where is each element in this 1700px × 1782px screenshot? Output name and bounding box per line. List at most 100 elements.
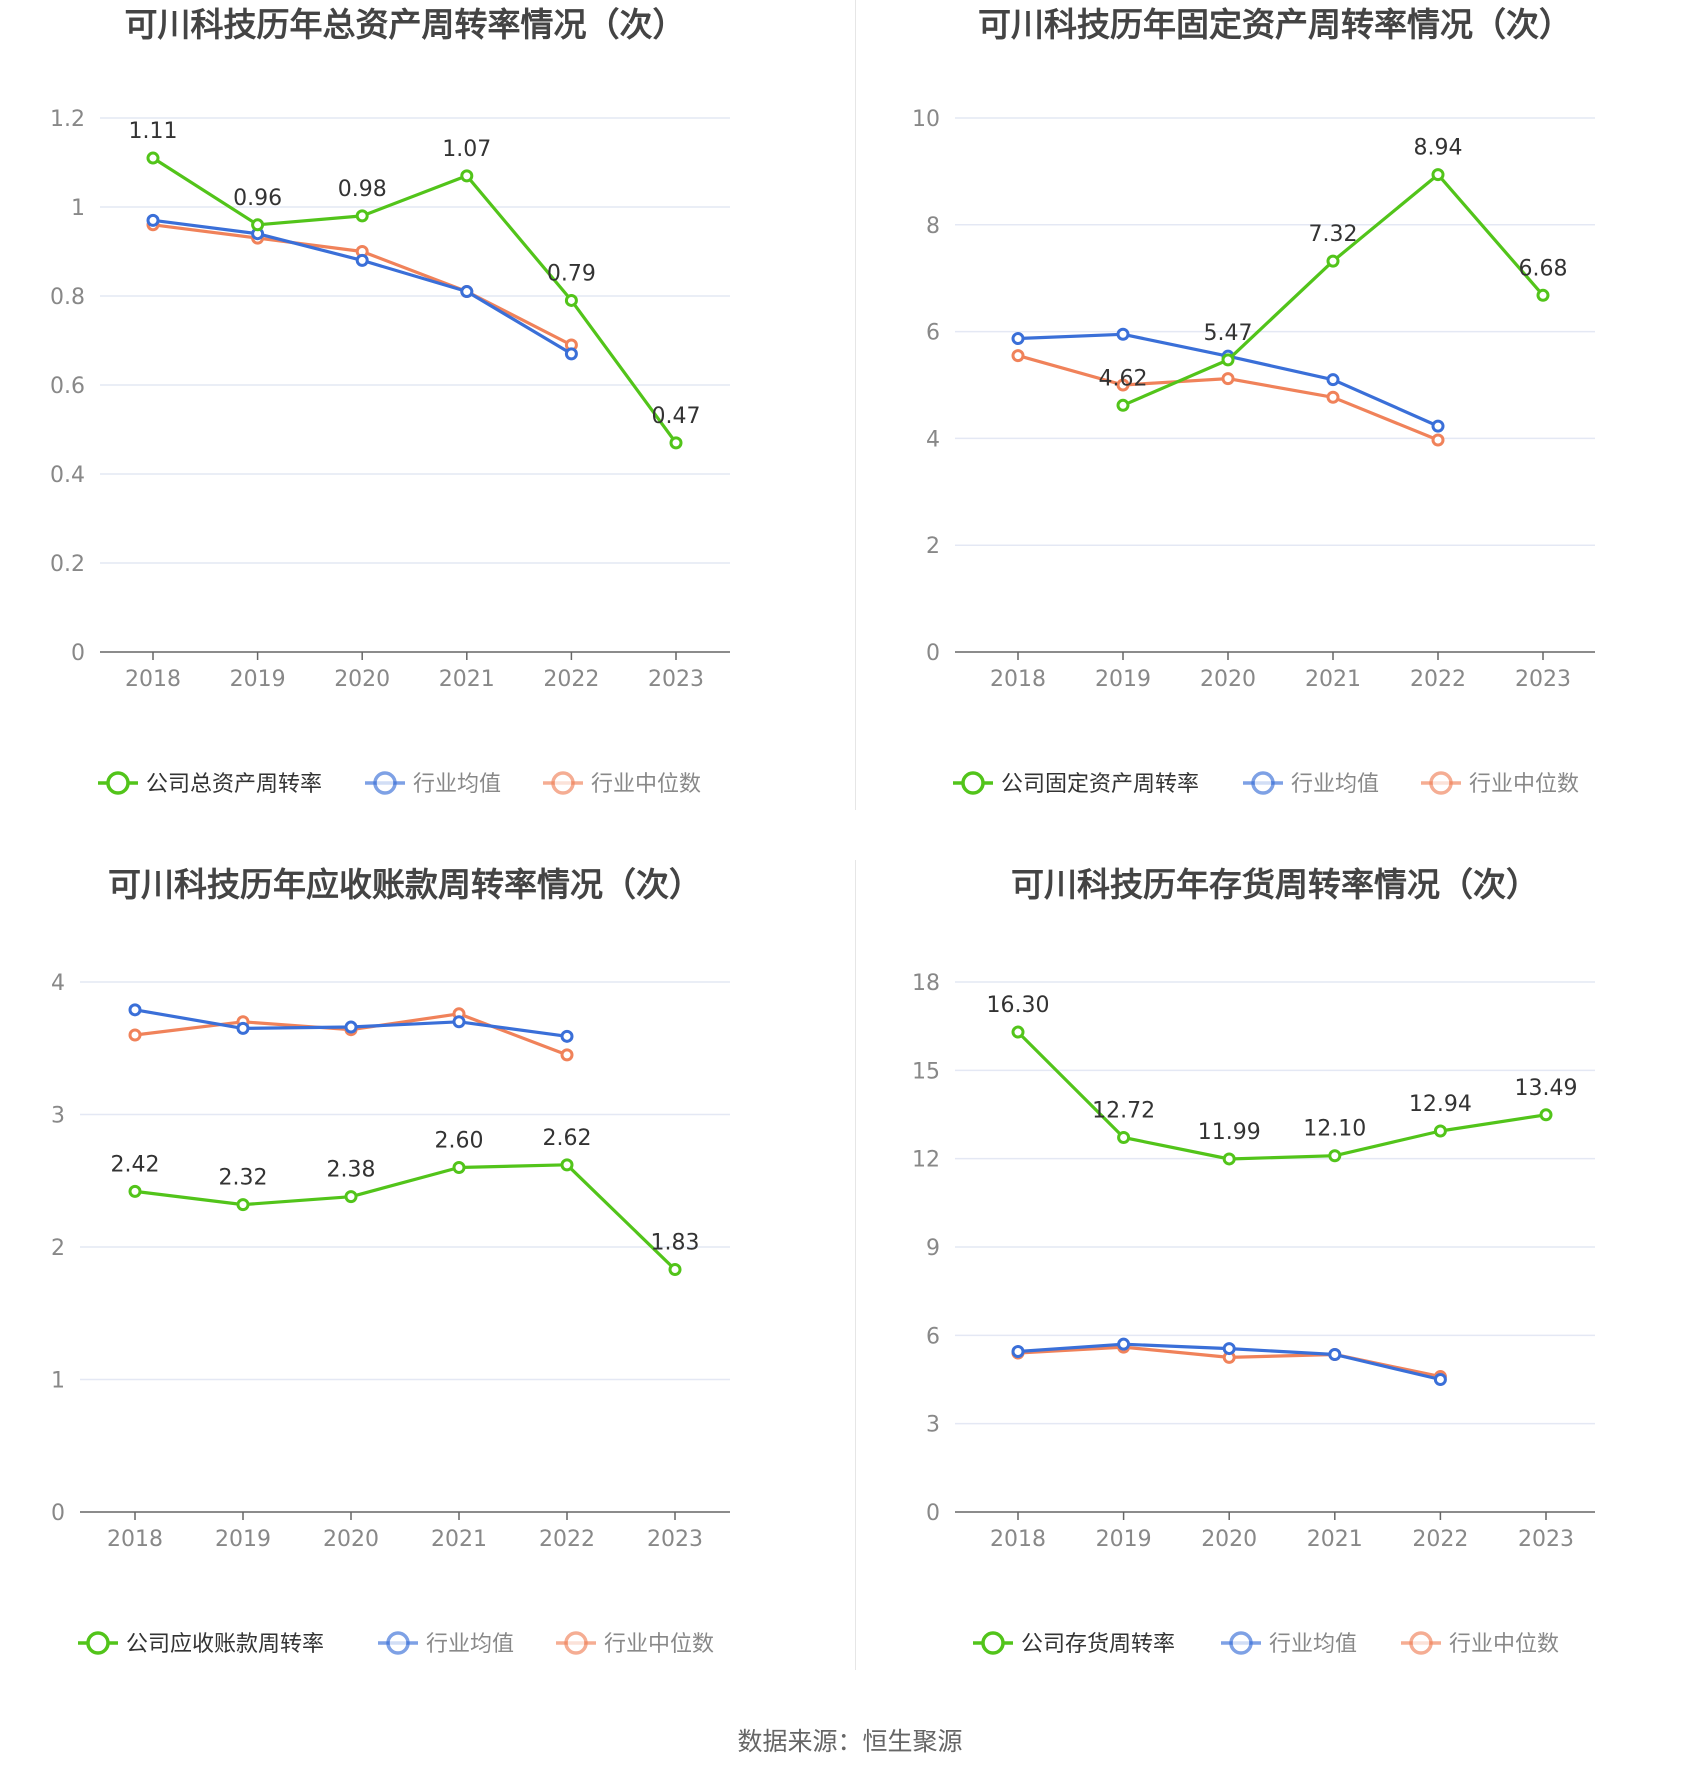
- legend-label: 行业均值: [426, 1632, 514, 1657]
- data-point: [1222, 1342, 1236, 1356]
- data-point: [669, 436, 683, 450]
- x-tick-label: 2023: [647, 1527, 703, 1552]
- data-point: [1221, 372, 1235, 386]
- chart-title: 可川科技历年总资产周转率情况（次）: [125, 5, 686, 44]
- chart-fixed-asset-turnover: 可川科技历年固定资产周转率情况（次） 0 2 4 6 8 10 2018 2019 2020 202…: [855, 0, 1700, 860]
- data-label: 1.07: [442, 137, 491, 162]
- data-label: 0.96: [233, 186, 282, 211]
- data-point: [1011, 1025, 1025, 1039]
- x-tick-label: 2021: [431, 1527, 487, 1552]
- data-point: [564, 293, 578, 307]
- data-label: 1.83: [651, 1231, 700, 1256]
- x-tick-label: 2018: [125, 667, 181, 692]
- y-tick-label: 6: [926, 321, 940, 346]
- data-point: [1431, 168, 1445, 182]
- x-tick-label: 2020: [1200, 667, 1256, 692]
- y-tick-label: 18: [912, 971, 940, 996]
- data-label: 6.68: [1519, 256, 1568, 281]
- legend-label: 行业中位数: [1449, 1632, 1559, 1657]
- chart-inventory-turnover: 可川科技历年存货周转率情况（次） 0 3 6 9 12 15 18 2018 2019 2020 20…: [855, 860, 1700, 1720]
- chart-title: 可川科技历年存货周转率情况（次）: [1011, 865, 1539, 904]
- legend-marker: [981, 1631, 1005, 1655]
- y-tick-label: 0: [51, 1501, 65, 1526]
- x-tick-label: 2018: [107, 1527, 163, 1552]
- data-point: [1117, 1130, 1131, 1144]
- chart-title: 可川科技历年固定资产周转率情况（次）: [978, 5, 1572, 44]
- data-label: 7.32: [1309, 222, 1358, 247]
- series-line: [152, 223, 573, 347]
- data-point: [128, 1184, 142, 1198]
- data-point: [344, 1190, 358, 1204]
- data-point: [344, 1020, 358, 1034]
- data-label: 2.38: [327, 1158, 376, 1183]
- x-tick-label: 2021: [1305, 667, 1361, 692]
- data-label: 8.94: [1414, 136, 1463, 161]
- legend-label: 行业中位数: [604, 1632, 714, 1657]
- y-tick-label: 1: [71, 196, 85, 221]
- data-point: [1222, 1152, 1236, 1166]
- legend-label: 公司固定资产周转率: [1001, 772, 1199, 797]
- legend-marker: [386, 1631, 410, 1655]
- data-label: 12.10: [1303, 1117, 1366, 1142]
- data-point: [1011, 349, 1025, 363]
- data-point: [251, 218, 265, 232]
- data-point: [1431, 433, 1445, 447]
- data-label: 2.60: [435, 1129, 484, 1154]
- data-point: [1116, 378, 1130, 392]
- data-point: [1433, 1124, 1447, 1138]
- chart-svg: 可川科技历年存货周转率情况（次） 0 3 6 9 12 15 18 2018 2019 2020 20…: [912, 865, 1595, 1657]
- chart-svg: 可川科技历年固定资产周转率情况（次） 0 2 4 6 8 10 2018 2019 2020 202…: [912, 5, 1595, 797]
- chart-total-asset-turnover: 可川科技历年总资产周转率情况（次） 0 0.2 0.4 0.6 0.8 1 1.2 2018 20…: [0, 0, 850, 860]
- data-point: [1011, 332, 1025, 346]
- data-label: 2.62: [543, 1126, 592, 1151]
- chart-svg: 可川科技历年应收账款周转率情况（次） 0 1 2 3 4 2018 2019 2020 2021 2…: [51, 865, 730, 1657]
- data-label: 2.42: [111, 1152, 160, 1177]
- data-point: [1326, 373, 1340, 387]
- y-tick-label: 4: [51, 971, 65, 996]
- legend-label: 行业中位数: [1469, 772, 1579, 797]
- legend-label: 行业中位数: [591, 772, 701, 797]
- legend-marker: [961, 771, 985, 795]
- y-tick-label: 12: [912, 1148, 940, 1173]
- legend-marker: [86, 1631, 110, 1655]
- chart-receivables-turnover: 可川科技历年应收账款周转率情况（次） 0 1 2 3 4 2018 2019 2020 2021 2…: [0, 860, 850, 1720]
- data-label: 11.99: [1198, 1120, 1261, 1145]
- legend-marker: [564, 1631, 588, 1655]
- y-tick-label: 15: [912, 1059, 940, 1084]
- x-tick-label: 2019: [1095, 667, 1151, 692]
- column-divider-top: [855, 0, 856, 810]
- legend-marker: [373, 771, 397, 795]
- x-tick-label: 2019: [215, 1527, 271, 1552]
- data-point: [452, 1161, 466, 1174]
- data-point: [1326, 390, 1340, 404]
- y-tick-label: 0.8: [50, 285, 85, 310]
- y-tick-label: 2: [926, 534, 940, 559]
- data-label: 4.62: [1099, 366, 1148, 391]
- y-tick-label: 0.6: [50, 374, 85, 399]
- data-label: 0.79: [547, 261, 596, 286]
- legend-label: 行业均值: [1269, 1632, 1357, 1657]
- data-point: [1011, 1345, 1025, 1359]
- data-point: [564, 347, 578, 361]
- legend-label: 行业均值: [413, 772, 501, 797]
- data-point: [1536, 288, 1550, 302]
- data-point: [452, 1015, 466, 1029]
- data-point: [128, 1028, 142, 1042]
- data-point: [1117, 1337, 1131, 1351]
- legend-label: 公司存货周转率: [1021, 1632, 1175, 1657]
- legend-marker: [1229, 1631, 1253, 1655]
- data-point: [355, 253, 369, 267]
- data-label: 13.49: [1515, 1076, 1578, 1101]
- x-tick-label: 2021: [1307, 1527, 1363, 1552]
- chart-title: 可川科技历年应收账款周转率情况（次）: [108, 865, 702, 904]
- data-source-note: 数据来源：恒生聚源: [737, 1727, 963, 1756]
- data-point: [1433, 1373, 1447, 1386]
- y-tick-label: 2: [51, 1236, 65, 1261]
- series-line: [152, 218, 573, 356]
- x-tick-label: 2020: [334, 667, 390, 692]
- data-label: 12.72: [1092, 1098, 1155, 1123]
- data-point: [1221, 353, 1235, 367]
- data-point: [460, 169, 474, 183]
- chart-svg: 可川科技历年总资产周转率情况（次） 0 0.2 0.4 0.6 0.8 1 1.2 2018 20…: [50, 5, 730, 797]
- x-tick-label: 2022: [543, 667, 599, 692]
